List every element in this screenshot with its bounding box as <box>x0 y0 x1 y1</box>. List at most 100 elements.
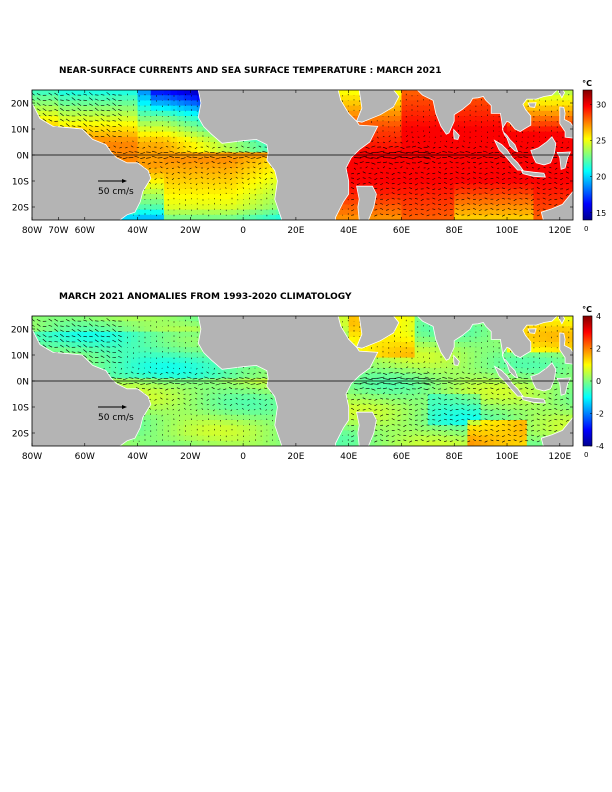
color-cell <box>394 131 403 138</box>
current-vector <box>264 178 268 181</box>
color-cell <box>447 404 455 411</box>
current-vector <box>414 208 418 210</box>
color-cell <box>150 121 158 127</box>
current-vector <box>195 183 198 186</box>
color-cell <box>223 388 231 395</box>
color-cell <box>170 110 178 117</box>
color-cell <box>559 136 567 143</box>
current-vector <box>478 187 482 190</box>
color-cell <box>553 321 561 327</box>
color-cell <box>447 126 455 133</box>
color-cell <box>157 404 165 411</box>
color-cell <box>170 331 178 338</box>
current-vector <box>526 166 529 169</box>
current-vector <box>207 187 210 189</box>
color-cell <box>414 131 422 138</box>
color-cell <box>111 121 119 127</box>
color-cell <box>91 347 99 353</box>
current-vector <box>356 178 360 181</box>
color-cell <box>203 188 211 195</box>
color-cell <box>500 194 508 200</box>
color-cell <box>163 352 172 359</box>
color-cell <box>381 157 389 164</box>
color-cell <box>38 116 46 122</box>
current-vector <box>377 150 385 153</box>
color-cell <box>78 321 86 327</box>
color-cell <box>335 214 343 220</box>
current-vector <box>501 197 506 200</box>
color-cell <box>487 142 495 148</box>
color-cell <box>249 209 257 216</box>
color-cell <box>163 373 172 379</box>
current-vector <box>171 162 175 164</box>
color-cell <box>51 105 59 112</box>
color-cell <box>474 399 482 405</box>
color-cell <box>170 357 178 364</box>
color-cell <box>368 178 376 185</box>
color-cell <box>454 162 462 169</box>
color-cell <box>144 316 152 322</box>
color-cell <box>190 173 198 179</box>
current-vector <box>400 166 403 169</box>
color-cell <box>526 388 535 395</box>
color-cell <box>533 209 541 216</box>
current-vector <box>112 135 116 138</box>
color-cell <box>447 204 455 211</box>
color-cell <box>256 199 264 205</box>
color-cell <box>249 214 257 220</box>
current-vector <box>100 123 105 127</box>
color-cell <box>460 183 469 190</box>
color-cell <box>394 347 403 353</box>
current-vector <box>554 187 558 190</box>
current-vector <box>149 140 152 143</box>
color-cell <box>236 399 244 405</box>
color-cell <box>375 157 383 164</box>
current-vector <box>490 171 494 174</box>
current-vector <box>473 198 476 200</box>
color-cell <box>355 394 363 400</box>
color-cell <box>150 131 158 138</box>
color-cell <box>170 168 178 174</box>
current-vector <box>536 192 540 195</box>
color-cell <box>342 209 350 216</box>
color-cell <box>177 362 185 369</box>
current-vector <box>411 167 415 170</box>
color-cell <box>190 183 198 190</box>
current-vector <box>461 162 465 165</box>
color-cell <box>546 194 554 200</box>
color-cell <box>441 136 449 143</box>
color-cell <box>427 342 436 348</box>
current-vector <box>134 151 140 153</box>
color-cell <box>414 404 422 411</box>
color-cell <box>454 199 462 205</box>
color-cell <box>388 357 396 364</box>
color-cell <box>480 368 488 374</box>
color-cell <box>467 194 475 200</box>
current-vector <box>391 172 395 175</box>
color-cell <box>375 136 383 143</box>
current-vector <box>488 152 494 154</box>
color-cell <box>460 116 469 122</box>
color-cell <box>361 173 370 179</box>
color-cell <box>170 368 178 374</box>
color-cell <box>474 194 482 200</box>
color-cell <box>32 90 40 96</box>
current-vector <box>467 203 471 205</box>
color-cell <box>78 110 86 117</box>
color-cell <box>137 105 145 112</box>
color-cell <box>269 173 277 179</box>
current-vector <box>94 113 99 117</box>
color-cell <box>487 357 495 364</box>
color-cell <box>163 136 172 143</box>
color-cell <box>394 173 403 179</box>
color-cell <box>177 121 185 127</box>
color-cell <box>434 147 442 153</box>
current-vector <box>106 133 111 138</box>
color-cell <box>58 336 66 343</box>
current-vector <box>501 214 506 217</box>
color-cell <box>150 357 158 364</box>
current-vector <box>467 161 471 164</box>
color-cell <box>480 336 488 343</box>
color-cell <box>84 357 92 364</box>
color-cell <box>388 399 396 405</box>
